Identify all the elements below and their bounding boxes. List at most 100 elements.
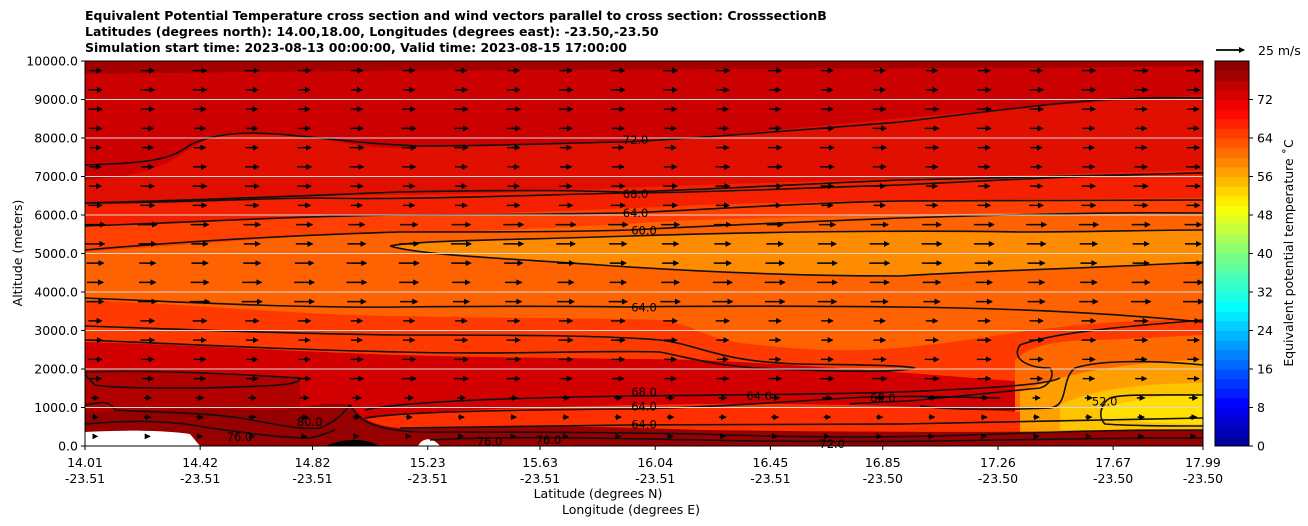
y-tick-label-5: 5000.0: [34, 246, 78, 261]
contour-label-14: 76.0: [536, 433, 562, 447]
colorbar-band: [1215, 80, 1249, 91]
colorbar-band: [1215, 224, 1249, 235]
colorbar-tick-label-4: 32: [1257, 285, 1273, 300]
x-axis-label-lat: Latitude (degrees N): [534, 486, 663, 501]
x-tick-lat-4: 15.63: [522, 455, 558, 470]
colorbar-band: [1215, 89, 1249, 100]
colorbar-tick-label-9: 72: [1257, 92, 1273, 107]
contour-52-east: [1100, 394, 1203, 427]
contour-label-5: 68.0: [631, 385, 657, 399]
x-tick-lon-0: -23.51: [65, 471, 105, 486]
contour-labels: 72.068.064.060.064.068.064.064.0 60.064.0…: [227, 133, 1118, 451]
y-tick-label-8: 8000.0: [34, 131, 78, 146]
contour-72-upper: [85, 96, 1203, 166]
colorbar-band: [1215, 205, 1249, 216]
x-tick-lat-2: 14.82: [295, 455, 331, 470]
colorbar-band: [1215, 340, 1249, 351]
contour-68: [85, 172, 1203, 204]
title-line-1: Equivalent Potential Temperature cross s…: [85, 8, 827, 23]
y-tick-label-10: 10000.0: [26, 54, 78, 69]
colorbar-band: [1215, 397, 1249, 408]
grid-lines: [85, 99, 1203, 408]
colorbar-band: [1215, 436, 1249, 447]
x-axis: 14.01-23.5114.42-23.5114.82-23.5115.23-2…: [65, 446, 1223, 486]
x-tick-lon-4: -23.51: [520, 471, 560, 486]
title-line-2: Latitudes (degrees north): 14.00,18.00, …: [85, 24, 659, 39]
contour-label-12: 76.0: [227, 430, 253, 444]
colorbar-band: [1215, 147, 1249, 158]
colorbar-band: [1215, 234, 1249, 245]
colorbar-band: [1215, 195, 1249, 206]
x-tick-lon-10: -23.50: [1183, 471, 1223, 486]
contour-label-6: 64.0: [631, 399, 657, 413]
x-tick-lat-6: 16.45: [753, 455, 789, 470]
contour-lines: [85, 96, 1203, 443]
colorbar-band: [1215, 359, 1249, 370]
y-tick-label-0: 0.0: [58, 439, 78, 454]
x-tick-lon-6: -23.51: [750, 471, 790, 486]
colorbar-label: Equivalent potential temperature ˚C: [1281, 139, 1296, 367]
title-line-3: Simulation start time: 2023-08-13 00:00:…: [85, 40, 627, 55]
y-axis: 0.0 1000.0 2000.0 3000.0 4000.0 5000.0 6000.0 7…: [26, 54, 85, 454]
contour-68-low: [85, 370, 301, 389]
x-axis-label-lon: Longitude (degrees E): [562, 502, 700, 517]
colorbar-band: [1215, 61, 1249, 72]
x-tick-lat-9: 17.67: [1095, 455, 1131, 470]
contour-64-mid: [85, 297, 1203, 323]
x-tick-lon-9: -23.50: [1093, 471, 1133, 486]
colorbar-band: [1215, 330, 1249, 341]
colorbar-band: [1215, 70, 1249, 81]
band-52-east: [1100, 394, 1203, 424]
colorbar-band: [1215, 243, 1249, 254]
colorbar: [1215, 61, 1249, 447]
colorbar-band: [1215, 320, 1249, 331]
colorbar-band: [1215, 118, 1249, 129]
contour-label-13: 76.0: [477, 434, 503, 448]
contour-68-mid: [85, 325, 916, 373]
x-tick-lon-8: -23.50: [978, 471, 1018, 486]
colorbar-band: [1215, 128, 1249, 139]
contour-label-2: 64.0: [623, 206, 649, 220]
colorbar-tick-label-1: 8: [1257, 400, 1265, 415]
quiver-key-label: 25 m/s: [1258, 43, 1301, 58]
wind-vectors: [85, 67, 1203, 440]
contour-64-upper: [85, 199, 1203, 227]
contour-60-east: [849, 319, 1203, 405]
colorbar-band: [1215, 186, 1249, 197]
x-tick-lon-5: -23.51: [635, 471, 675, 486]
colorbar-band: [1215, 369, 1249, 380]
y-tick-label-7: 7000.0: [34, 169, 78, 184]
colorbar-band: [1215, 109, 1249, 120]
colorbar-band: [1215, 426, 1249, 437]
colorbar-band: [1215, 99, 1249, 110]
colorbar-band: [1215, 166, 1249, 177]
contour-label-9: 64.0: [631, 417, 657, 431]
colorbar-band: [1215, 157, 1249, 168]
contour-label-8: 60.0: [870, 391, 896, 405]
contour-64-low: [364, 395, 1001, 419]
contour-label-0: 72.0: [623, 133, 649, 147]
colorbar-band: [1215, 378, 1249, 389]
y-tick-label-3: 3000.0: [34, 323, 78, 338]
colorbar-band: [1215, 388, 1249, 399]
contour-label-4: 64.0: [631, 300, 657, 314]
contour-label-1: 68.0: [623, 187, 649, 201]
y-tick-label-2: 2000.0: [34, 362, 78, 377]
terrain-mask: [85, 430, 200, 446]
colorbar-tick-label-0: 0: [1257, 439, 1265, 454]
colorbar-band: [1215, 176, 1249, 187]
contour-label-7: 64.0: [746, 389, 772, 403]
colorbar-band: [1215, 349, 1249, 360]
y-axis-label: Altitude (meters): [10, 200, 25, 307]
colorbar-tick-label-8: 64: [1257, 131, 1273, 146]
colorbar-tick-label-3: 24: [1257, 323, 1273, 338]
y-tick-label-6: 6000.0: [34, 208, 78, 223]
x-tick-lon-2: -23.51: [292, 471, 332, 486]
y-tick-label-1: 1000.0: [34, 400, 78, 415]
x-tick-lat-0: 14.01: [67, 455, 103, 470]
y-tick-label-9: 9000.0: [34, 92, 78, 107]
contour-label-3: 60.0: [631, 223, 657, 237]
colorbar-band: [1215, 272, 1249, 283]
terrain-mask-2: [418, 439, 440, 446]
